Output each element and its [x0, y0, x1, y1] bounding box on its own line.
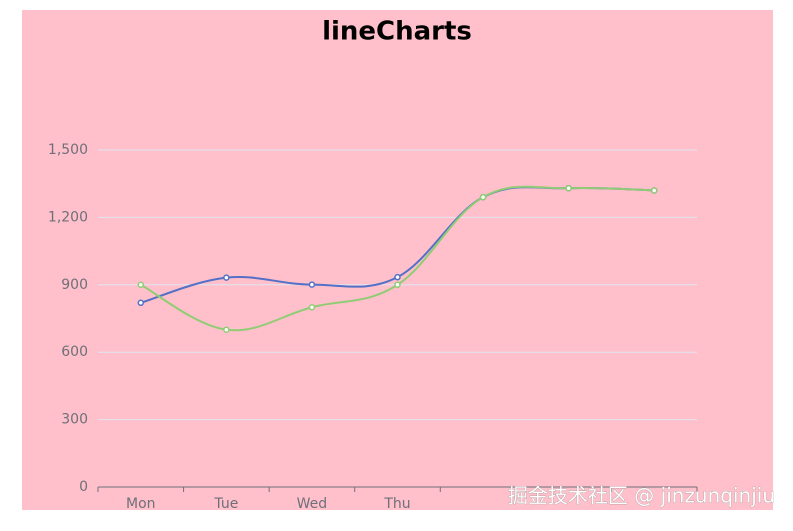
- x-tick-label: Tue: [213, 496, 238, 512]
- x-tick-label: Wed: [297, 496, 328, 512]
- point: [137, 281, 145, 289]
- y-tick-label: 600: [61, 344, 88, 360]
- point: [479, 193, 487, 201]
- watermark: 掘金技术社区 @ jinzunqinjiu: [508, 484, 775, 508]
- x-tick-label: Thu: [383, 496, 410, 512]
- y-tick-label: 1,200: [48, 209, 88, 225]
- y-tick-label: 900: [61, 277, 88, 293]
- point: [223, 326, 230, 333]
- chart-background: [22, 10, 773, 510]
- point: [223, 274, 230, 281]
- x-tick-label: Mon: [126, 496, 156, 512]
- point: [308, 281, 316, 288]
- point: [308, 304, 316, 311]
- point: [650, 187, 658, 194]
- point: [137, 299, 145, 307]
- point: [565, 184, 572, 192]
- y-tick-label: 300: [61, 412, 88, 428]
- chart-title: lineCharts: [322, 17, 472, 47]
- point: [394, 281, 401, 289]
- y-tick-label: 1,500: [48, 142, 88, 158]
- point: [394, 273, 401, 281]
- y-tick-label: 0: [79, 479, 88, 495]
